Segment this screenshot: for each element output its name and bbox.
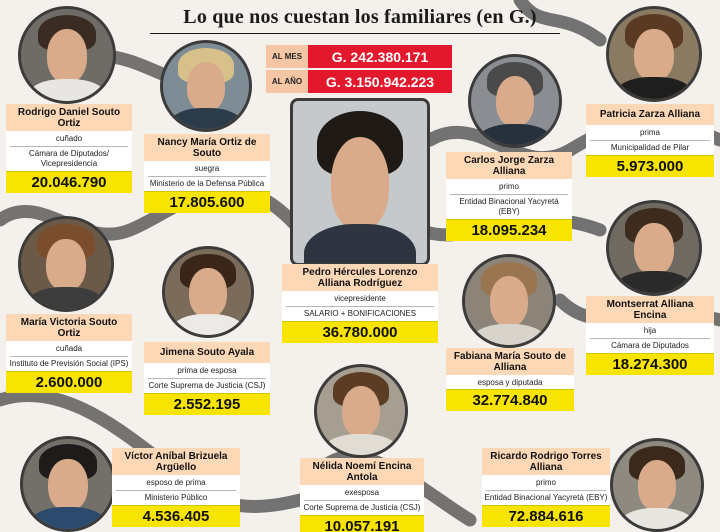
rodrigo-role: cuñado	[55, 134, 83, 143]
patricia-institution: Municipalidad de Pilar	[610, 143, 690, 152]
rodrigo-amount: 20.046.790	[6, 171, 132, 193]
yearly-total-row: AL AÑO G. 3.150.942.223	[266, 70, 452, 93]
monthly-total-label: AL MES	[266, 45, 308, 68]
montserrat-amount: 18.274.300	[586, 353, 714, 375]
fabiana-card: Fabiana María Souto de Alliana esposa y …	[446, 348, 574, 411]
nancy-photo	[160, 40, 252, 132]
carlos-photo	[468, 54, 562, 148]
ricardo-amount: 72.884.616	[482, 505, 610, 527]
ricardo-divider	[486, 490, 606, 491]
nelida-amount: 10.057.191	[300, 515, 424, 532]
carlos-role: primo	[498, 182, 519, 191]
montserrat-card: Montserrat Alliana Encina hija Cámara de…	[586, 296, 714, 375]
pedro-institution: SALARIO + BONIFICACIONES	[303, 309, 417, 318]
fabiana-role: esposa y diputada	[477, 378, 543, 387]
nelida-institution: Corte Suprema de Justicia (CSJ)	[303, 503, 421, 512]
victor-card: Víctor Aníbal Brizuela Argüello esposo d…	[112, 448, 240, 527]
ricardo-card: Ricardo Rodrigo Torres Alliana primo Ent…	[482, 448, 610, 527]
nelida-name: Nélida Noemí Encina Antola	[300, 458, 424, 485]
nancy-divider	[148, 176, 266, 177]
nancy-role: suegra	[194, 164, 220, 173]
nelida-role: exesposa	[344, 488, 380, 497]
patricia-divider	[590, 140, 710, 141]
patricia-amount: 5.973.000	[586, 155, 714, 177]
victor-role: esposo de prima	[146, 478, 206, 487]
fabiana-photo	[462, 254, 556, 348]
ricardo-name: Ricardo Rodrigo Torres Alliana	[482, 448, 610, 475]
nancy-amount: 17.805.600	[144, 191, 270, 213]
victor-amount: 4.536.405	[112, 505, 240, 527]
maria-victoria-divider	[10, 356, 128, 357]
maria-victoria-name: María Victoria Souto Ortiz	[6, 314, 132, 341]
ricardo-institution: Entidad Binacional Yacyretá (EBY)	[484, 493, 608, 502]
pedro-amount: 36.780.000	[282, 321, 438, 343]
ricardo-role: primo	[535, 478, 556, 487]
victor-institution: Ministerio Público	[144, 493, 208, 502]
jimena-photo	[162, 246, 254, 338]
montserrat-name: Montserrat Alliana Encina	[586, 296, 714, 323]
fabiana-name: Fabiana María Souto de Alliana	[446, 348, 574, 375]
pedro-card: Pedro Hércules Lorenzo Alliana Rodríguez…	[282, 264, 438, 343]
monthly-total-value: G. 242.380.171	[308, 45, 452, 68]
nancy-card: Nancy María Ortiz de Souto suegra Minist…	[144, 134, 270, 213]
montserrat-role: hija	[643, 326, 657, 335]
carlos-card: Carlos Jorge Zarza Alliana primo Entidad…	[446, 152, 572, 241]
page-title: Lo que nos cuestan los familiares (en G.…	[183, 6, 537, 28]
carlos-divider	[450, 194, 568, 195]
maria-victoria-amount: 2.600.000	[6, 371, 132, 393]
nelida-card: Nélida Noemí Encina Antola exesposa Cort…	[300, 458, 424, 532]
maria-victoria-role: cuñada	[55, 344, 83, 353]
rodrigo-photo	[18, 6, 116, 104]
carlos-institution: Entidad Binacional Yacyretá (EBY)	[459, 197, 559, 216]
nancy-institution: Ministerio de la Defensa Pública	[149, 179, 265, 188]
carlos-amount: 18.095.234	[446, 219, 572, 241]
jimena-institution: Corte Suprema de Justicia (CSJ)	[148, 381, 266, 390]
nelida-photo	[314, 364, 408, 458]
pedro-divider	[286, 306, 434, 307]
nelida-divider	[304, 500, 420, 501]
rodrigo-card: Rodrigo Daniel Souto Ortiz cuñado Cámara…	[6, 104, 132, 193]
monthly-total-row: AL MES G. 242.380.171	[266, 45, 452, 68]
montserrat-divider	[590, 338, 710, 339]
patricia-name: Patricia Zarza Alliana	[586, 104, 714, 125]
patricia-card: Patricia Zarza Alliana prima Municipalid…	[586, 104, 714, 177]
rodrigo-name: Rodrigo Daniel Souto Ortiz	[6, 104, 132, 131]
jimena-card: Jimena Souto Ayala prima de esposa Corte…	[144, 342, 270, 415]
montserrat-photo	[606, 200, 702, 296]
maria-victoria-card: María Victoria Souto Ortiz cuñada Instit…	[6, 314, 132, 393]
maria-victoria-photo	[18, 216, 114, 312]
victor-photo	[20, 436, 116, 532]
jimena-name: Jimena Souto Ayala	[144, 342, 270, 363]
ricardo-photo	[610, 438, 704, 532]
title-underline	[150, 33, 560, 34]
pedro-name: Pedro Hércules Lorenzo Alliana Rodríguez	[282, 264, 438, 291]
nancy-name: Nancy María Ortiz de Souto	[144, 134, 270, 161]
jimena-divider	[148, 378, 266, 379]
carlos-name: Carlos Jorge Zarza Alliana	[446, 152, 572, 179]
yearly-total-value: G. 3.150.942.223	[308, 70, 452, 93]
fabiana-amount: 32.774.840	[446, 389, 574, 411]
yearly-total-label: AL AÑO	[266, 70, 308, 93]
jimena-amount: 2.552.195	[144, 393, 270, 415]
patricia-role: prima	[639, 128, 660, 137]
patricia-photo	[606, 6, 702, 102]
montserrat-institution: Cámara de Diputados	[611, 341, 689, 350]
maria-victoria-institution: Instituto de Previsión Social (IPS)	[9, 359, 129, 368]
rodrigo-institution: Cámara de Diputados/ Vicepresidencia	[28, 149, 110, 168]
pedro-photo	[290, 98, 430, 266]
victor-name: Víctor Aníbal Brizuela Argüello	[112, 448, 240, 475]
pedro-role: vicepresidente	[334, 294, 386, 303]
rodrigo-divider	[10, 146, 128, 147]
totals-box: AL MES G. 242.380.171 AL AÑO G. 3.150.94…	[266, 45, 452, 95]
victor-divider	[116, 490, 236, 491]
jimena-role: prima de esposa	[177, 366, 237, 375]
